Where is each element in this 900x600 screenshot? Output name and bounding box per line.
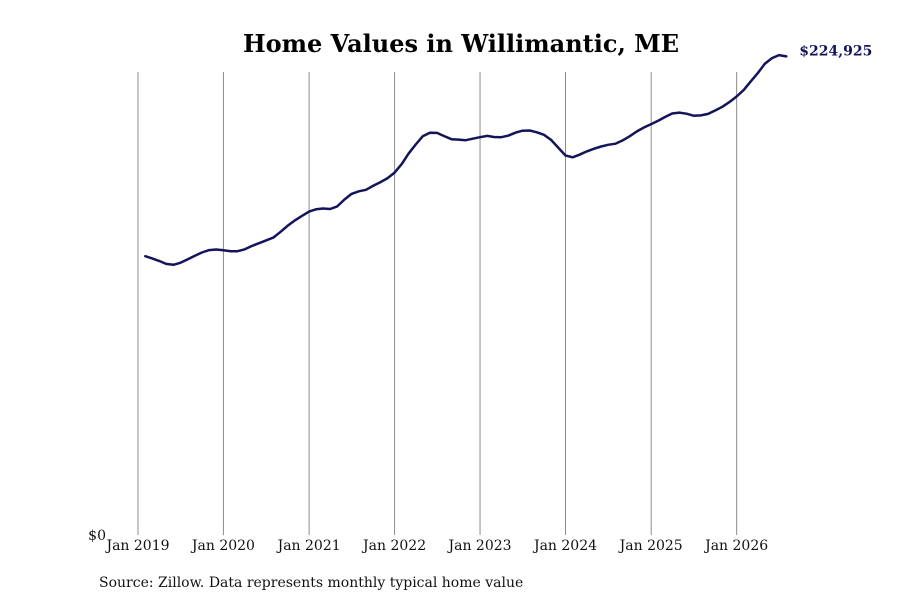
x-tick-label: Jan 2020 xyxy=(190,538,255,554)
x-tick-label: Jan 2021 xyxy=(276,538,341,554)
vertical-grid xyxy=(137,72,738,535)
chart-title: Home Values in Willimantic, ME xyxy=(243,29,679,58)
x-tick-label: Jan 2023 xyxy=(447,538,512,554)
x-tick-label: Jan 2019 xyxy=(104,538,169,554)
x-tick-label: Jan 2025 xyxy=(618,538,683,554)
x-tick-label: Jan 2026 xyxy=(703,538,768,554)
y-axis-zero-label: $0 xyxy=(88,528,106,544)
source-note: Source: Zillow. Data represents monthly … xyxy=(99,575,523,591)
latest-value-label: $224,925 xyxy=(799,43,872,59)
x-tick-label: Jan 2022 xyxy=(361,538,426,554)
x-axis-ticks: Jan 2019 Jan 2020 Jan 2021 Jan 2022 Jan 2023… xyxy=(104,538,768,554)
x-tick-label: Jan 2024 xyxy=(532,538,597,554)
home-value-line xyxy=(144,53,788,267)
